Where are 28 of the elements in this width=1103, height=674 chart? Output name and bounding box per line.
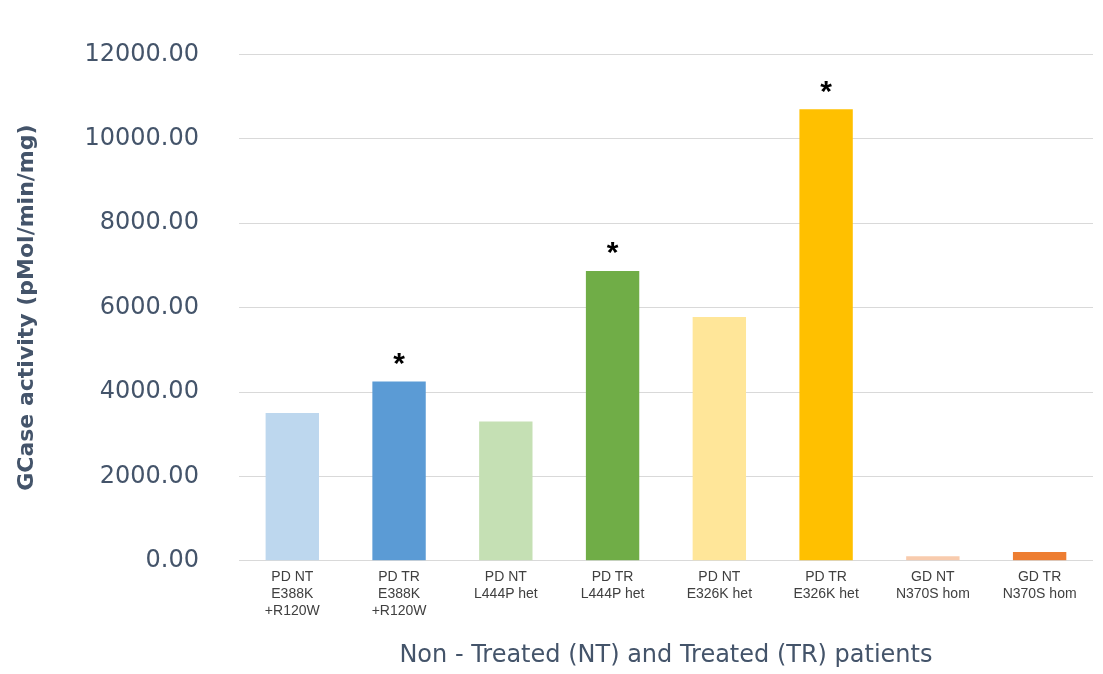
x-tick-label: PD NT L444P het	[474, 568, 538, 601]
y-tick-label: 6000.00	[99, 291, 199, 320]
bar	[1012, 551, 1067, 561]
x-tick-label: GD TR N370S hom	[1002, 568, 1077, 601]
x-tick-label: PD TR E326K het	[793, 568, 859, 601]
y-tick-label: 8000.00	[99, 207, 199, 236]
x-tick-label: PD TR E388K +R120W	[371, 568, 428, 618]
y-tick-label: 12000.00	[84, 38, 199, 67]
annotation: *	[393, 345, 406, 379]
x-tick-label: PD NT E326K het	[686, 568, 753, 601]
x-tick-label: PD TR L444P het	[580, 568, 645, 601]
bar	[799, 109, 853, 561]
bar	[692, 316, 747, 561]
annotation: *	[606, 235, 619, 269]
y-tick-label: 2000.00	[99, 460, 199, 489]
bar	[585, 270, 640, 561]
x-tick-label: PD NT E388K +R120W	[264, 568, 321, 618]
x-axis-title: Non - Treated (NT) and Treated (TR) patients	[399, 639, 933, 668]
y-axis-title: GCase activity (pMol/min/mg)	[12, 124, 38, 491]
bar	[372, 381, 426, 561]
y-tick-label: 0.00	[145, 545, 199, 574]
y-tick-label: 4000.00	[99, 376, 199, 405]
bar	[906, 556, 960, 561]
bar	[265, 413, 319, 561]
y-tick-label: 10000.00	[84, 123, 199, 152]
annotation: *	[820, 73, 833, 107]
bar	[479, 421, 533, 561]
x-tick-label: GD NT N370S hom	[895, 568, 970, 601]
